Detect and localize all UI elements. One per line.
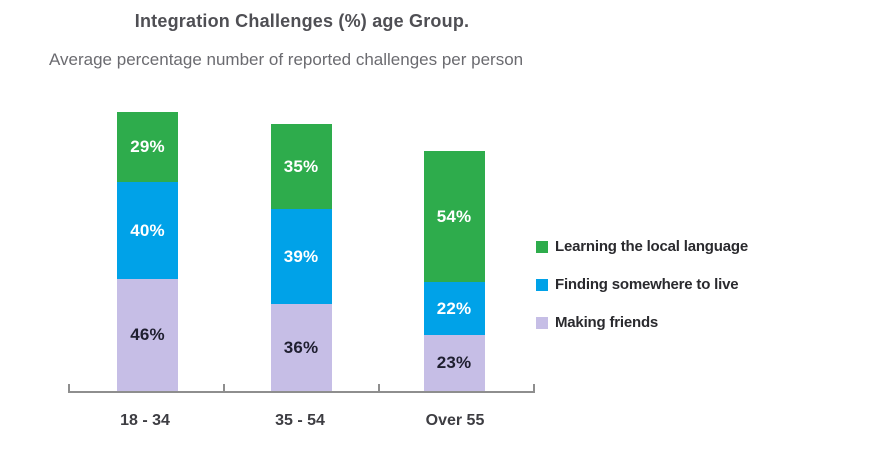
segment-value-label: 39%: [283, 246, 319, 266]
chart-subtitle: Average percentage number of reported ch…: [49, 50, 524, 69]
x-axis-tick: [378, 384, 380, 393]
x-axis-line: [68, 391, 534, 393]
legend-swatch-purple: [536, 316, 548, 329]
legend-item-learning-local-language: Learning the local language: [536, 238, 748, 255]
segment-value-label: 29%: [130, 137, 165, 156]
bar-segment: 22%: [423, 282, 485, 335]
x-category-label-over-55: Over 55: [425, 412, 485, 429]
legend-label: Learning the local language: [555, 238, 748, 255]
bar-segment: 39%: [270, 209, 332, 304]
segment-value-label: 22%: [436, 298, 472, 318]
legend-label: Finding somewhere to live: [555, 276, 739, 293]
bar-segment: 36%: [270, 304, 332, 391]
x-category-label-18-34: 18 - 34: [120, 412, 170, 429]
bar-segment: 23%: [423, 335, 485, 391]
segment-value-label: 54%: [436, 206, 472, 226]
x-category-label-35-54: 35 - 54: [275, 412, 325, 429]
legend-label: Making friends: [555, 314, 659, 331]
bar-segment: 29%: [117, 112, 178, 182]
bar-segment: 54%: [423, 151, 485, 282]
legend: Learning the local language Finding some…: [536, 238, 748, 354]
x-axis-tick: [68, 384, 70, 393]
segment-value-label: 23%: [436, 353, 472, 372]
legend-item-making-friends: Making friends: [536, 314, 748, 331]
bar-segment: 40%: [117, 182, 178, 279]
legend-swatch-blue: [536, 278, 548, 291]
bar-segment: 35%: [270, 124, 332, 209]
legend-item-finding-somewhere-to-live: Finding somewhere to live: [536, 276, 748, 293]
segment-value-label: 35%: [283, 156, 319, 176]
chart-title: Integration Challenges (%) age Group.: [134, 11, 470, 31]
x-axis-tick: [533, 384, 535, 393]
legend-swatch-green: [536, 240, 548, 253]
segment-value-label: 36%: [283, 337, 319, 357]
x-axis-tick: [223, 384, 225, 393]
segment-value-label: 40%: [130, 220, 165, 240]
segment-value-label: 46%: [130, 325, 165, 344]
bar-segment: 46%: [117, 279, 178, 391]
